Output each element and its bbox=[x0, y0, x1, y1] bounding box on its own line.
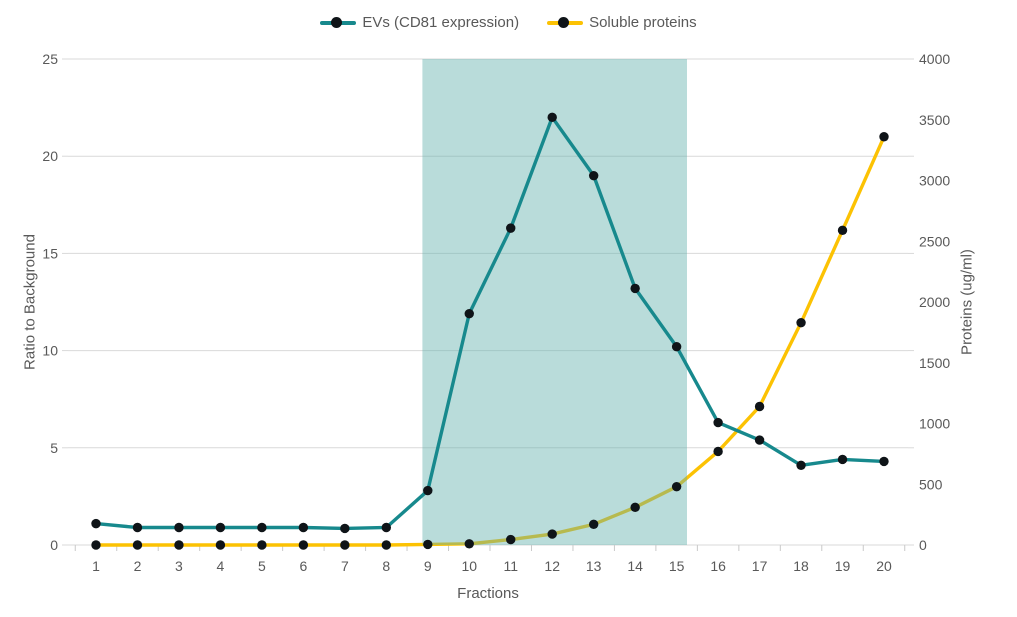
legend-label-soluble-proteins: Soluble proteins bbox=[589, 14, 697, 31]
data-point-evs bbox=[630, 283, 640, 294]
data-point-evs bbox=[879, 456, 889, 467]
data-point-evs bbox=[340, 523, 350, 534]
right-axis-tick-label: 1000 bbox=[919, 416, 950, 432]
data-point-evs bbox=[257, 522, 267, 533]
data-point-evs bbox=[713, 417, 723, 428]
data-point-evs bbox=[464, 308, 474, 319]
legend-line-marker-evs-icon bbox=[320, 17, 357, 28]
right-axis-tick-label: 2500 bbox=[919, 233, 950, 249]
legend-line-marker-proteins-icon bbox=[547, 17, 584, 28]
x-axis-tick-label: 1 bbox=[92, 558, 100, 574]
legend-item-evs: EVs (CD81 expression) bbox=[320, 14, 519, 31]
data-point-soluble-proteins bbox=[547, 529, 557, 539]
data-point-soluble-proteins bbox=[91, 540, 101, 550]
left-axis-tick-label: 25 bbox=[42, 51, 58, 67]
data-point-soluble-proteins bbox=[630, 502, 640, 513]
right-axis-tick-label: 1500 bbox=[919, 355, 950, 371]
data-point-soluble-proteins bbox=[796, 317, 806, 328]
data-point-soluble-proteins bbox=[132, 540, 143, 550]
data-point-evs bbox=[298, 522, 309, 533]
data-point-evs bbox=[174, 522, 184, 533]
x-axis-tick-label: 8 bbox=[382, 558, 390, 574]
left-axis-tick-label: 0 bbox=[50, 537, 58, 553]
x-axis-tick-label: 2 bbox=[134, 558, 142, 574]
data-point-soluble-proteins bbox=[174, 540, 184, 550]
left-axis-tick-label: 10 bbox=[42, 343, 58, 359]
series-line-soluble-proteins bbox=[96, 136, 886, 547]
data-point-evs bbox=[91, 518, 101, 529]
ev-fractions-highlight-region bbox=[422, 59, 687, 545]
left-axis-tick-label: 5 bbox=[50, 440, 58, 456]
x-axis-tick-label: 3 bbox=[175, 558, 183, 574]
data-point-soluble-proteins bbox=[837, 225, 848, 236]
data-point-evs bbox=[754, 435, 765, 445]
data-point-soluble-proteins bbox=[754, 401, 765, 412]
left-axis-tick-label: 15 bbox=[42, 245, 58, 261]
data-point-evs bbox=[796, 460, 806, 470]
x-axis-tick-label: 20 bbox=[876, 558, 892, 574]
data-point-evs bbox=[547, 112, 557, 123]
data-point-soluble-proteins bbox=[340, 540, 350, 550]
x-axis-tick-label: 10 bbox=[461, 558, 477, 574]
x-axis-tick-label: 4 bbox=[217, 558, 225, 574]
data-point-soluble-proteins bbox=[423, 539, 433, 550]
data-point-soluble-proteins bbox=[588, 519, 599, 530]
x-axis-tick-label: 15 bbox=[669, 558, 685, 574]
data-point-soluble-proteins bbox=[381, 540, 392, 550]
right-axis-tick-label: 0 bbox=[919, 537, 927, 553]
data-point-evs bbox=[837, 454, 848, 465]
x-axis-tick-label: 13 bbox=[586, 558, 602, 574]
right-axis-tick-label: 4000 bbox=[919, 51, 950, 67]
data-point-evs bbox=[381, 522, 392, 533]
x-axis-tick-label: 14 bbox=[627, 558, 643, 574]
x-axis-title: Fractions bbox=[457, 585, 519, 602]
legend-dot-evs-icon bbox=[331, 17, 343, 28]
data-point-evs bbox=[215, 522, 226, 533]
x-axis-tick-label: 5 bbox=[258, 558, 266, 574]
data-point-soluble-proteins bbox=[298, 540, 309, 550]
data-point-evs bbox=[671, 342, 682, 352]
data-point-soluble-proteins bbox=[464, 539, 474, 549]
x-axis-tick-label: 19 bbox=[835, 558, 851, 574]
right-axis-tick-label: 3500 bbox=[919, 112, 950, 128]
x-axis-tick-label: 7 bbox=[341, 558, 349, 574]
data-point-soluble-proteins bbox=[671, 481, 682, 492]
data-point-soluble-proteins bbox=[879, 132, 889, 142]
data-point-soluble-proteins bbox=[713, 446, 723, 457]
data-point-evs bbox=[506, 223, 516, 233]
data-point-soluble-proteins bbox=[215, 540, 226, 550]
right-axis-tick-label: 2000 bbox=[919, 294, 950, 310]
left-axis-tick-label: 20 bbox=[42, 148, 58, 164]
right-axis-tick-label: 3000 bbox=[919, 173, 950, 189]
x-axis-tick-label: 6 bbox=[299, 558, 307, 574]
data-point-evs bbox=[423, 485, 433, 496]
x-axis-tick-label: 11 bbox=[503, 558, 518, 574]
data-point-soluble-proteins bbox=[257, 540, 267, 550]
x-axis-tick-label: 18 bbox=[793, 558, 809, 574]
data-point-evs bbox=[132, 522, 143, 533]
chart-legend: EVs (CD81 expression) Soluble proteins bbox=[0, 14, 1017, 31]
data-point-soluble-proteins bbox=[506, 534, 516, 545]
x-axis-tick-label: 17 bbox=[752, 558, 768, 574]
legend-dot-proteins-icon bbox=[558, 17, 570, 28]
right-axis-tick-label: 500 bbox=[919, 476, 943, 492]
x-axis-tick-label: 9 bbox=[424, 558, 432, 574]
legend-label-evs: EVs (CD81 expression) bbox=[362, 14, 520, 31]
legend-item-soluble-proteins: Soluble proteins bbox=[547, 14, 697, 31]
x-axis-tick-label: 16 bbox=[710, 558, 726, 574]
x-axis-tick-label: 12 bbox=[544, 558, 560, 574]
data-point-evs bbox=[588, 170, 599, 181]
series-line-evs bbox=[95, 115, 885, 531]
